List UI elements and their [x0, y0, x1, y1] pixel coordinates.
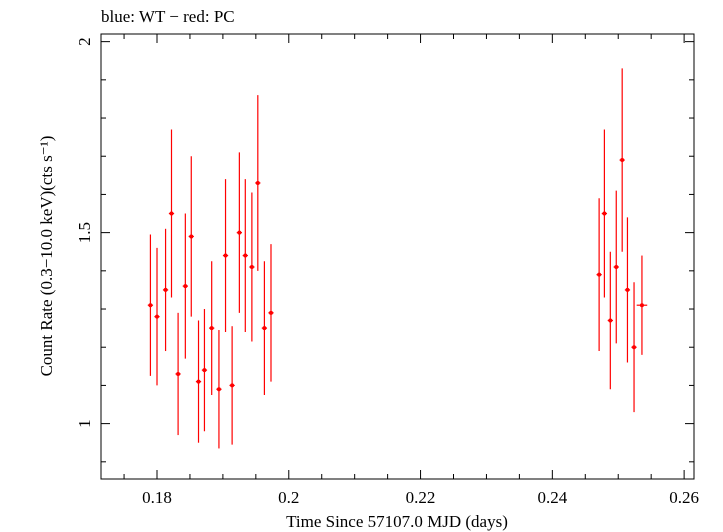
point-marker [148, 303, 153, 308]
data-point [249, 192, 255, 342]
point-marker [639, 303, 644, 308]
data-point [619, 68, 625, 252]
point-marker [249, 265, 254, 270]
data-point [268, 244, 274, 382]
point-marker [209, 326, 214, 331]
point-marker [202, 368, 207, 373]
data-point [255, 95, 261, 271]
point-marker [632, 345, 637, 350]
point-marker [216, 387, 221, 392]
y-tick-label: 2 [75, 37, 94, 46]
data-point [631, 282, 637, 413]
data-point [168, 129, 175, 298]
data-point [261, 261, 268, 395]
point-marker [176, 371, 181, 376]
point-marker [183, 284, 188, 289]
point-marker [169, 211, 174, 216]
x-tick-label: 0.24 [537, 488, 567, 507]
data-point [162, 228, 169, 352]
point-marker [608, 318, 613, 323]
data-point [601, 129, 608, 298]
data-point [209, 261, 215, 395]
data-point [613, 190, 619, 344]
x-axis-label: Time Since 57107.0 MJD (days) [286, 512, 508, 531]
data-point [236, 152, 243, 313]
y-tick-label: 1 [75, 419, 94, 428]
point-marker [243, 253, 248, 258]
point-marker [196, 379, 201, 384]
x-tick-label: 0.2 [278, 488, 299, 507]
data-point [195, 320, 202, 443]
axis-tick-labels: 0.18 0.2 0.22 0.24 0.26 1 1.5 2 [75, 37, 699, 507]
x-tick-label: 0.26 [669, 488, 699, 507]
data-point [154, 247, 160, 386]
point-marker [237, 230, 242, 235]
point-marker [255, 180, 260, 185]
point-marker [163, 287, 168, 292]
data-point [636, 255, 648, 355]
point-marker [268, 310, 273, 315]
axis-ticks [101, 34, 694, 479]
data-point [229, 326, 235, 445]
point-marker [223, 253, 228, 258]
data-point [201, 309, 208, 432]
data-point [596, 198, 602, 352]
data-point [175, 312, 181, 436]
data-point [216, 330, 222, 449]
y-tick-label: 1.5 [75, 222, 94, 243]
x-tick-label: 0.22 [406, 488, 436, 507]
data-point [147, 234, 154, 376]
data-point [222, 179, 229, 332]
data-points [147, 68, 648, 449]
point-marker [625, 287, 630, 292]
x-tick-label: 0.18 [142, 488, 172, 507]
point-marker [230, 383, 235, 388]
data-point [624, 217, 631, 363]
y-axis-label: Count Rate (0.3−10.0 keV)(cts s⁻¹) [37, 136, 56, 377]
point-marker [614, 265, 619, 270]
point-marker [189, 234, 194, 239]
point-marker [620, 158, 625, 163]
data-point [188, 156, 194, 317]
point-marker [155, 314, 160, 319]
data-point [242, 179, 248, 332]
chart-title: blue: WT − red: PC [101, 7, 235, 26]
plot-frame [100, 33, 695, 480]
data-point [607, 251, 613, 390]
data-point [182, 213, 188, 359]
point-marker [597, 272, 602, 277]
point-marker [262, 326, 267, 331]
point-marker [602, 211, 607, 216]
